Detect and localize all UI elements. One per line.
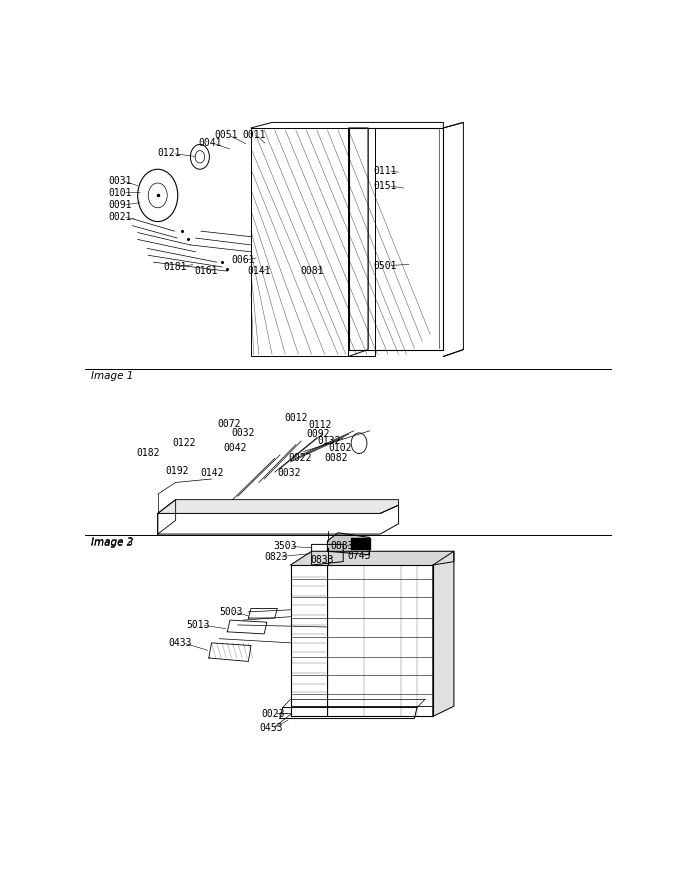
Text: Image 2: Image 2 [91,536,134,547]
Text: 0091: 0091 [109,200,132,210]
Text: 0051: 0051 [214,130,237,139]
Text: 5013: 5013 [187,620,210,630]
Text: Image 1: Image 1 [91,371,134,381]
Text: 0433: 0433 [168,637,192,648]
Text: 0132: 0132 [318,436,341,446]
Polygon shape [351,537,370,549]
Text: 0501: 0501 [374,261,397,271]
Text: 0181: 0181 [163,262,186,272]
Text: 0743: 0743 [347,551,371,561]
Polygon shape [328,533,370,554]
Text: 0061: 0061 [231,255,255,266]
Text: 0023: 0023 [262,710,285,720]
Text: 0032: 0032 [277,468,301,478]
Text: 0161: 0161 [194,266,218,276]
Text: 0192: 0192 [165,466,188,476]
Text: 0042: 0042 [223,443,247,453]
Text: 0081: 0081 [300,266,324,276]
Polygon shape [158,505,398,534]
Polygon shape [290,552,454,565]
Text: 0021: 0021 [109,213,132,223]
Text: 0122: 0122 [172,438,195,448]
Text: Image 3: Image 3 [91,537,134,547]
Text: 0121: 0121 [158,148,182,158]
Text: 0142: 0142 [200,468,224,478]
Text: 0141: 0141 [248,266,271,276]
Text: 0453: 0453 [259,723,282,733]
Text: 0092: 0092 [307,429,330,439]
Text: 0111: 0111 [374,165,397,175]
Text: 0032: 0032 [231,428,255,438]
Text: 3503: 3503 [273,542,297,552]
Text: 0182: 0182 [136,448,160,458]
Text: 0151: 0151 [374,181,397,190]
Text: 0012: 0012 [284,413,308,424]
Text: 0833: 0833 [311,555,334,565]
Text: 0082: 0082 [325,453,348,463]
Text: 5003: 5003 [220,607,243,617]
Text: 0823: 0823 [264,552,288,561]
Text: 0011: 0011 [242,130,266,139]
Text: 0022: 0022 [288,453,311,463]
Text: 0112: 0112 [309,419,332,430]
Polygon shape [158,500,398,513]
Text: 0102: 0102 [328,443,352,453]
Text: 0101: 0101 [109,188,132,198]
Text: 0072: 0072 [218,419,241,429]
Text: 0041: 0041 [199,138,222,148]
Text: 0031: 0031 [109,176,132,186]
Text: 0883: 0883 [330,542,354,552]
Polygon shape [432,552,454,716]
